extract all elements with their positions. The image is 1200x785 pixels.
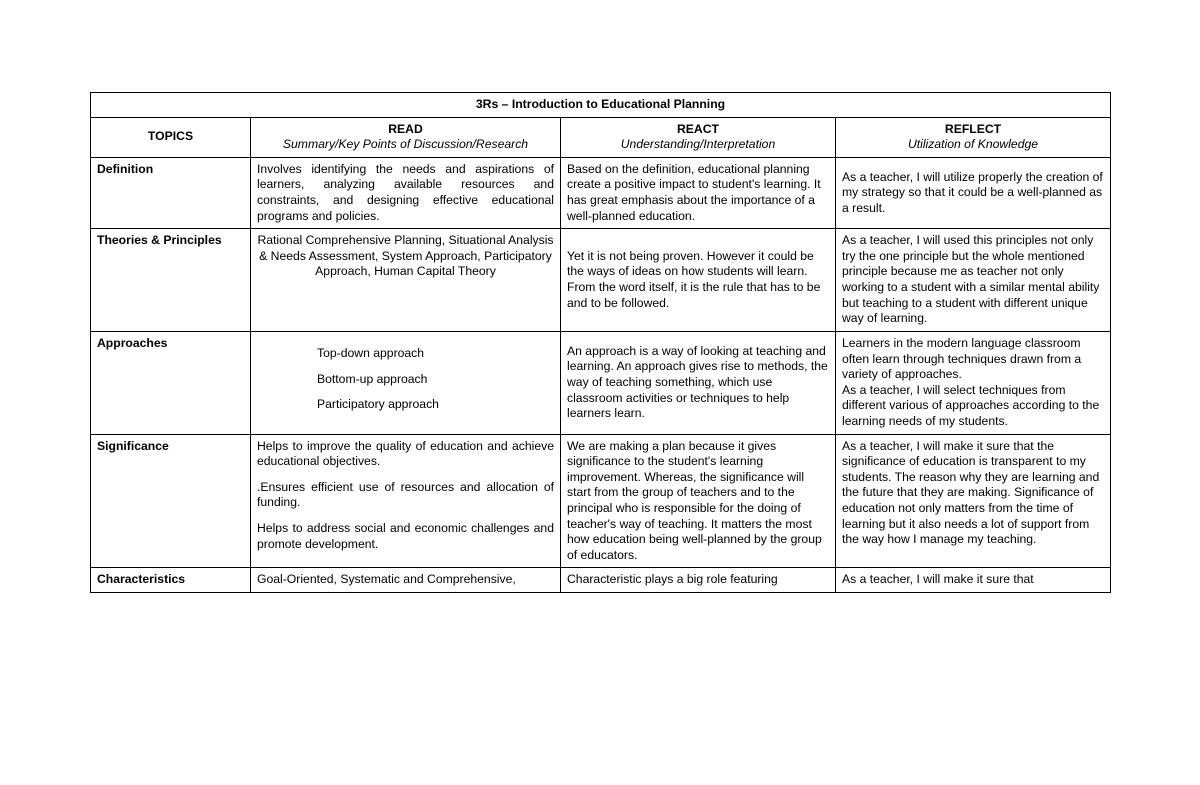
col-header-reflect: REFLECT Utilization of Knowledge	[836, 117, 1111, 157]
react-significance: We are making a plan because it gives si…	[561, 434, 836, 568]
col-header-read: READ Summary/Key Points of Discussion/Re…	[251, 117, 561, 157]
col-header-topics-main: TOPICS	[148, 129, 193, 143]
topic-theories: Theories & Principles	[91, 229, 251, 332]
row-significance: Significance Helps to improve the qualit…	[91, 434, 1111, 568]
col-header-read-main: READ	[388, 122, 423, 136]
read-significance: Helps to improve the quality of educatio…	[251, 434, 561, 568]
col-header-react-main: REACT	[677, 122, 719, 136]
row-theories: Theories & Principles Rational Comprehen…	[91, 229, 1111, 332]
topic-approaches: Approaches	[91, 331, 251, 434]
document-page: 3Rs – Introduction to Educational Planni…	[0, 0, 1200, 785]
read-theories: Rational Comprehensive Planning, Situati…	[251, 229, 561, 332]
topic-characteristics: Characteristics	[91, 568, 251, 593]
table-title: 3Rs – Introduction to Educational Planni…	[91, 93, 1111, 118]
reflect-approaches: Learners in the modern language classroo…	[836, 331, 1111, 434]
col-header-react: REACT Understanding/Interpretation	[561, 117, 836, 157]
three-rs-table: 3Rs – Introduction to Educational Planni…	[90, 92, 1111, 593]
row-approaches: Approaches Top-down approach Bottom-up a…	[91, 331, 1111, 434]
title-row: 3Rs – Introduction to Educational Planni…	[91, 93, 1111, 118]
reflect-significance: As a teacher, I will make it sure that t…	[836, 434, 1111, 568]
topic-significance: Significance	[91, 434, 251, 568]
react-definition: Based on the definition, educational pla…	[561, 157, 836, 228]
read-definition: Involves identifying the needs and aspir…	[251, 157, 561, 228]
approach-item-0: Top-down approach	[317, 346, 554, 362]
topic-definition: Definition	[91, 157, 251, 228]
react-characteristics: Characteristic plays a big role featurin…	[561, 568, 836, 593]
reflect-theories: As a teacher, I will used this principle…	[836, 229, 1111, 332]
approach-item-1: Bottom-up approach	[317, 372, 554, 388]
react-theories: Yet it is not being proven. However it c…	[561, 229, 836, 332]
sig-read-1: .Ensures efficient use of resources and …	[257, 480, 554, 511]
row-definition: Definition Involves identifying the need…	[91, 157, 1111, 228]
col-header-reflect-main: REFLECT	[945, 122, 1001, 136]
react-approaches: An approach is a way of looking at teach…	[561, 331, 836, 434]
sig-read-0: Helps to improve the quality of educatio…	[257, 439, 554, 470]
row-characteristics: Characteristics Goal-Oriented, Systemati…	[91, 568, 1111, 593]
col-header-topics: TOPICS	[91, 117, 251, 157]
read-characteristics: Goal-Oriented, Systematic and Comprehens…	[251, 568, 561, 593]
header-row: TOPICS READ Summary/Key Points of Discus…	[91, 117, 1111, 157]
approach-item-2: Participatory approach	[317, 397, 554, 413]
col-header-react-sub: Understanding/Interpretation	[567, 137, 829, 153]
sig-read-2: Helps to address social and economic cha…	[257, 521, 554, 552]
read-approaches: Top-down approach Bottom-up approach Par…	[251, 331, 561, 434]
reflect-definition: As a teacher, I will utilize properly th…	[836, 157, 1111, 228]
reflect-characteristics: As a teacher, I will make it sure that	[836, 568, 1111, 593]
col-header-read-sub: Summary/Key Points of Discussion/Researc…	[257, 137, 554, 153]
col-header-reflect-sub: Utilization of Knowledge	[842, 137, 1104, 153]
